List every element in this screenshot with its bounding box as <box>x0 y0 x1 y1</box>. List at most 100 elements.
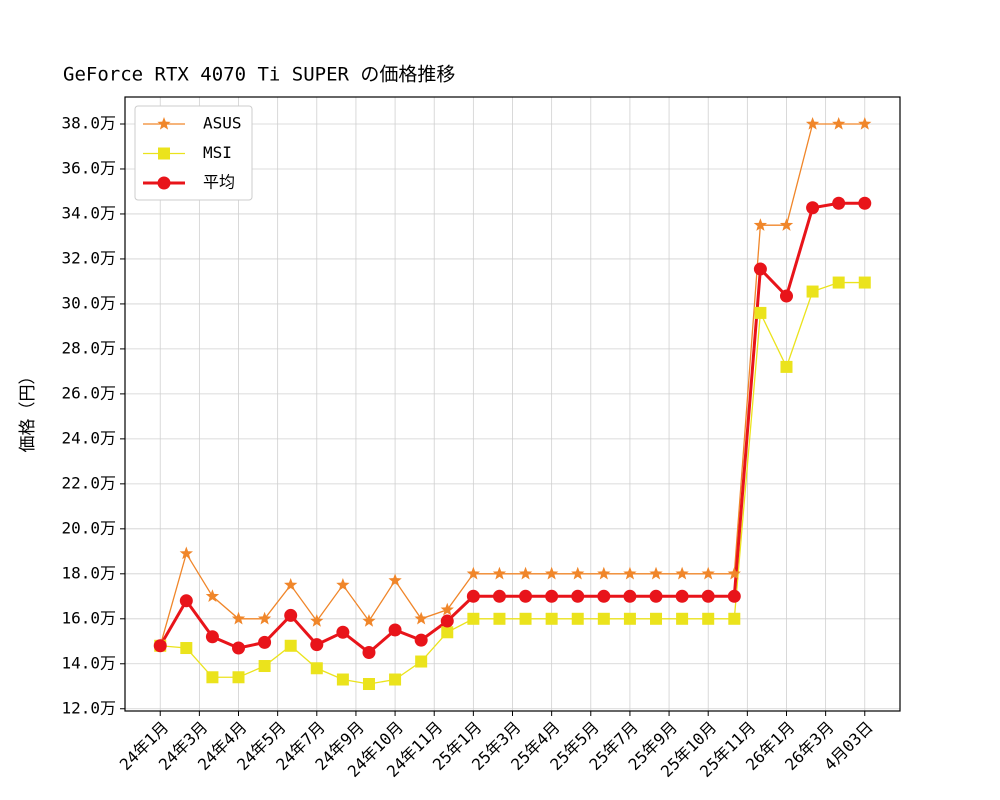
marker <box>153 639 167 653</box>
y-tick-label: 24.0万 <box>61 428 116 447</box>
marker <box>310 638 324 652</box>
marker <box>205 589 220 602</box>
legend: ASUS MSI 平均 <box>134 105 253 201</box>
marker <box>157 176 171 190</box>
chart-title: GeForce RTX 4070 Ti SUPER の価格推移 <box>63 64 455 86</box>
marker <box>441 626 454 639</box>
marker <box>701 589 715 603</box>
marker <box>806 285 819 298</box>
marker <box>492 566 507 580</box>
marker <box>753 262 767 276</box>
marker <box>832 116 846 130</box>
marker <box>258 660 271 673</box>
marker <box>415 655 428 668</box>
marker <box>466 566 481 580</box>
y-tick-label: 18.0万 <box>61 563 116 582</box>
marker <box>545 589 559 603</box>
legend-label: MSI <box>203 143 232 162</box>
y-tick-label: 28.0万 <box>61 338 116 357</box>
marker <box>336 625 350 639</box>
y-tick-label: 16.0万 <box>61 608 116 627</box>
marker <box>519 589 533 603</box>
marker <box>701 566 715 580</box>
legend-label: ASUS <box>203 114 242 133</box>
marker <box>284 608 298 622</box>
marker <box>284 639 297 652</box>
marker <box>623 612 636 625</box>
marker <box>597 589 611 603</box>
marker <box>492 589 506 603</box>
marker <box>518 566 533 580</box>
y-tick-label: 30.0万 <box>61 293 116 312</box>
marker <box>389 673 402 686</box>
marker <box>650 612 663 625</box>
marker <box>702 612 715 625</box>
marker <box>806 201 820 215</box>
marker <box>858 276 871 289</box>
marker <box>571 566 585 580</box>
marker <box>440 602 454 616</box>
series-line <box>158 201 865 655</box>
marker <box>649 589 663 603</box>
marker <box>157 117 171 130</box>
marker <box>362 614 376 627</box>
marker <box>571 589 585 603</box>
marker <box>858 116 872 130</box>
marker <box>232 641 246 655</box>
y-axis-label: 価格（円） <box>18 368 38 453</box>
marker <box>362 646 376 660</box>
marker <box>493 612 506 625</box>
y-tick-label: 34.0万 <box>61 203 116 222</box>
marker <box>753 218 768 231</box>
marker <box>805 116 820 130</box>
y-tick-label: 26.0万 <box>61 383 116 402</box>
marker <box>623 566 637 580</box>
marker <box>571 612 584 625</box>
marker <box>388 623 402 637</box>
marker <box>284 578 298 591</box>
marker <box>179 546 193 560</box>
marker <box>336 673 349 686</box>
marker <box>158 147 170 160</box>
marker <box>649 566 663 580</box>
y-tick-label: 14.0万 <box>61 653 116 672</box>
marker <box>179 594 193 608</box>
marker <box>388 573 402 587</box>
marker <box>205 630 219 644</box>
marker <box>545 612 558 625</box>
marker <box>597 612 610 625</box>
marker <box>832 196 846 210</box>
y-tick-label: 22.0万 <box>61 473 116 492</box>
marker <box>467 612 480 625</box>
marker <box>597 566 611 580</box>
marker <box>754 306 767 319</box>
marker <box>675 589 689 603</box>
marker <box>728 612 741 625</box>
marker <box>779 289 793 303</box>
marker <box>832 276 845 289</box>
marker <box>544 566 559 580</box>
marker <box>519 612 532 625</box>
legend-label: 平均 <box>203 173 235 192</box>
marker <box>232 671 245 684</box>
marker <box>440 614 454 628</box>
marker <box>780 360 793 373</box>
y-tick-label: 32.0万 <box>61 248 116 267</box>
marker <box>623 589 637 603</box>
marker <box>336 578 350 591</box>
marker <box>206 671 219 684</box>
marker <box>779 218 794 231</box>
marker <box>310 662 323 675</box>
marker <box>675 566 689 580</box>
y-tick-label: 36.0万 <box>61 158 116 177</box>
y-tick-label: 38.0万 <box>61 113 116 132</box>
marker <box>727 566 741 580</box>
marker <box>258 635 272 649</box>
marker <box>231 611 246 625</box>
legend-frame <box>134 105 253 201</box>
marker <box>858 196 872 210</box>
marker <box>414 611 428 625</box>
marker <box>466 589 480 603</box>
marker <box>257 611 272 625</box>
